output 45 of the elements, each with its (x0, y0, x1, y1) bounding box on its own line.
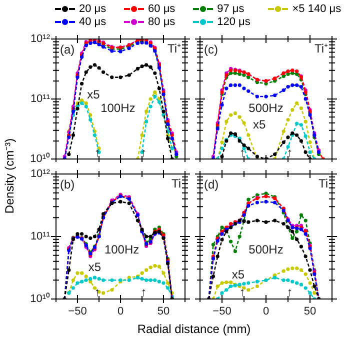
annotation: x5 (232, 268, 245, 282)
legend-label: 40 μs (79, 16, 106, 28)
annotation: x5 (87, 88, 100, 102)
y-axis-title: Density (cm⁻³) (2, 138, 18, 214)
annotation: 500Hz (248, 242, 284, 257)
chart-subtitle: Ti (171, 176, 181, 190)
annotation: ↑ (286, 145, 293, 160)
x-tick-label: 0 (117, 306, 124, 318)
annotation: ↑ (94, 145, 100, 160)
chart-subtitle: Ti⁺ (167, 41, 181, 56)
annotation: x5 (253, 118, 266, 132)
x-tick-label: 50 (157, 306, 170, 318)
annotation: ↑ (239, 145, 246, 160)
y-tick-label: 10¹² (30, 33, 50, 46)
y-tick-label: 10¹¹ (30, 93, 50, 106)
annotation: ↑ (239, 285, 246, 300)
legend-label: 97 μs (217, 2, 244, 14)
legend-label: 120 μs (217, 16, 250, 28)
chart-title: (a) (60, 42, 75, 56)
y-tick-label: 10¹² (30, 168, 50, 180)
chart-title: (b) (60, 177, 75, 192)
annotation: 100Hz (100, 100, 136, 115)
annotation: ↑ (140, 145, 147, 160)
annotation: ↑ (286, 285, 293, 300)
legend-label: 60 μs (148, 2, 176, 14)
y-tick-label: 10¹¹ (30, 230, 50, 243)
chart-title: (d) (204, 177, 219, 192)
y-tick-label: 10¹⁰ (30, 292, 50, 306)
legend-label: 80 μs (148, 16, 176, 28)
annotation: 500Hz (248, 100, 284, 115)
chart-subtitle: Ti⁺ (314, 41, 328, 56)
x-axis-title: Radial distance (mm) (137, 322, 251, 336)
chart-title: (c) (204, 42, 218, 56)
annotation: 100Hz (104, 242, 140, 257)
x-tick-label: −50 (212, 306, 232, 318)
x-tick-label: 50 (304, 306, 316, 318)
x-tick-label: 0 (262, 306, 270, 318)
x-tick-label: −50 (68, 306, 87, 318)
chart-subtitle: Ti (318, 176, 328, 190)
annotation: x5 (88, 260, 102, 274)
legend-label: ×5 140 μs (292, 2, 342, 14)
legend-label: 20 μs (79, 2, 106, 14)
annotation: ↑ (94, 285, 100, 300)
y-tick-label: 10¹⁰ (30, 152, 50, 166)
annotation: ↑ (140, 285, 147, 300)
